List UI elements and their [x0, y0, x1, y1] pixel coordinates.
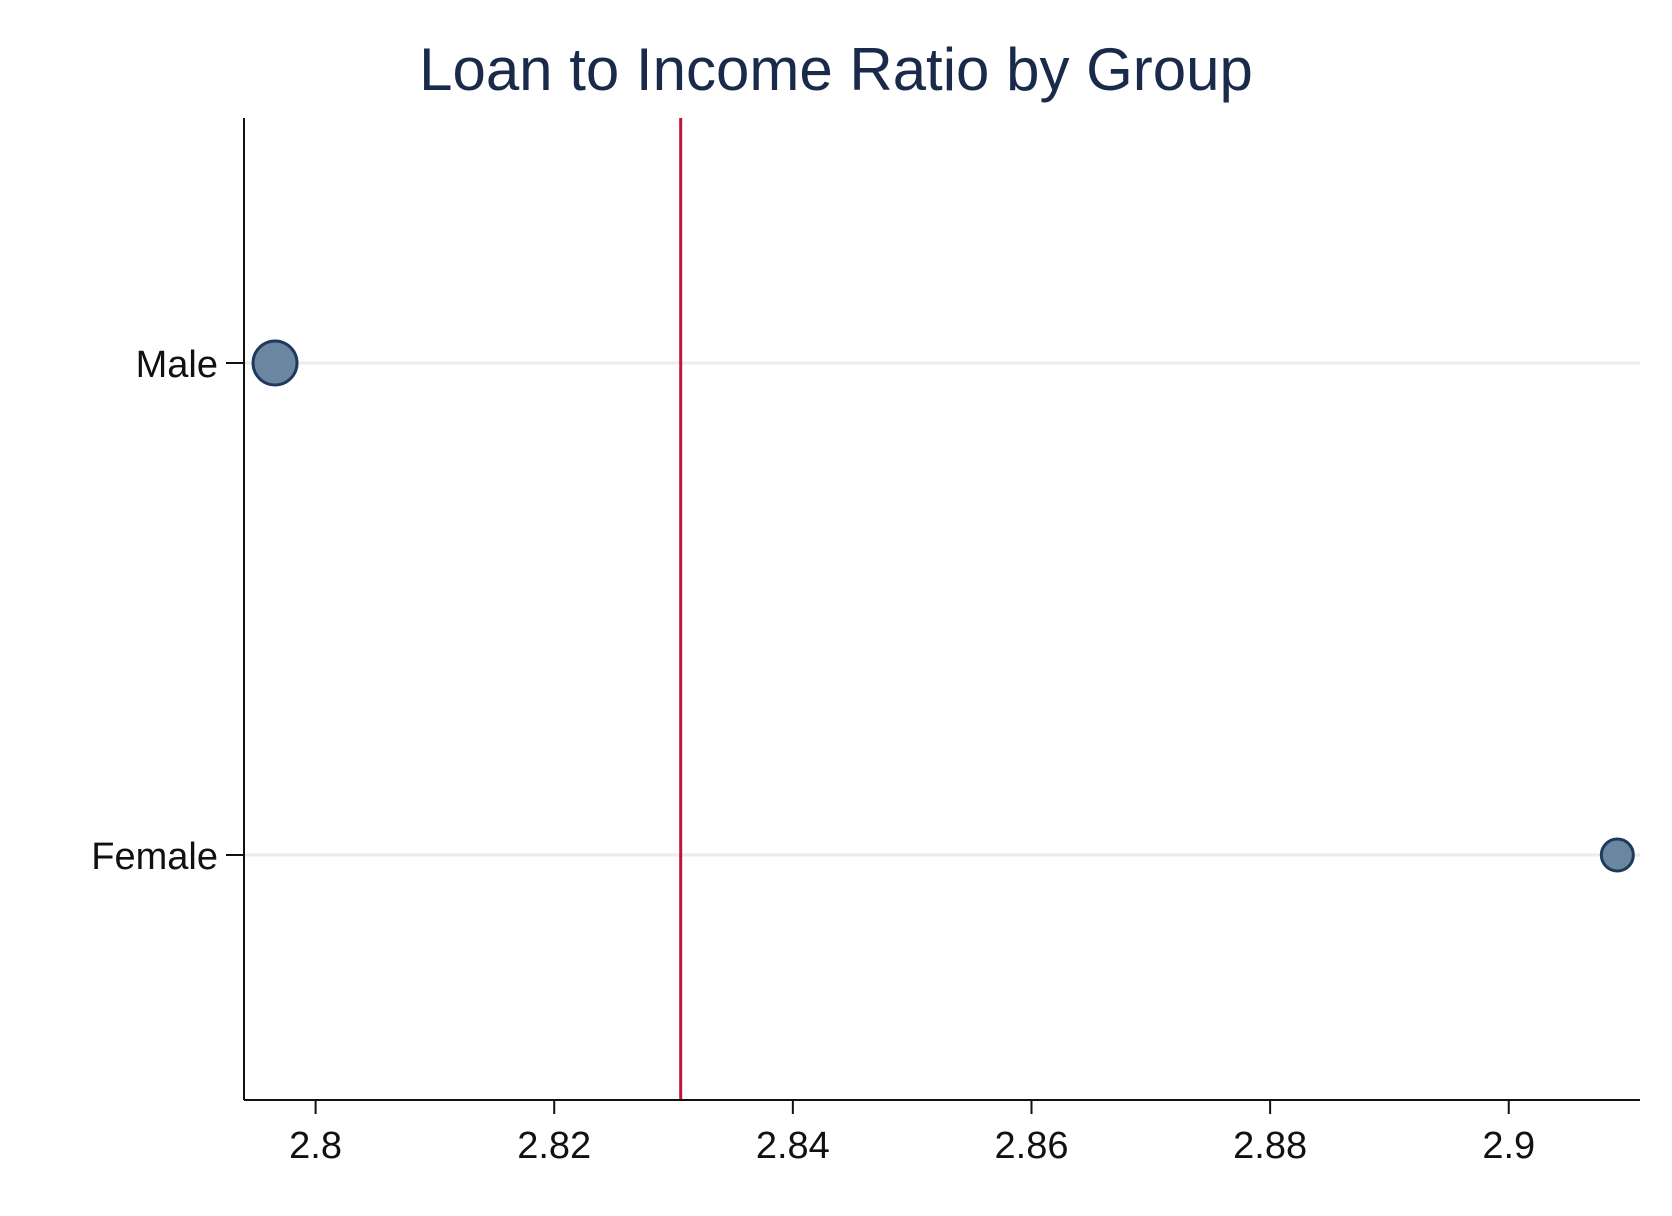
- tick-labels: 2.8 2.82 2.84 2.86 2.88 2.9 Male Female: [91, 344, 1535, 1167]
- markers: [251, 339, 1635, 873]
- marker-female: [1599, 837, 1635, 873]
- x-tick-label: 2.8: [289, 1125, 342, 1167]
- y-tick-label-male: Male: [136, 344, 218, 386]
- y-tick-label-female: Female: [91, 836, 218, 878]
- axes: [226, 118, 1640, 1114]
- x-tick-label: 2.82: [517, 1125, 591, 1167]
- gridlines: [244, 361, 1640, 857]
- x-tick-label: 2.84: [756, 1125, 830, 1167]
- chart-title: Loan to Income Ratio by Group: [419, 36, 1253, 103]
- x-tick-label: 2.86: [995, 1125, 1069, 1167]
- marker-male: [251, 339, 299, 387]
- x-tick-label: 2.9: [1482, 1125, 1535, 1167]
- x-tick-label: 2.88: [1233, 1125, 1307, 1167]
